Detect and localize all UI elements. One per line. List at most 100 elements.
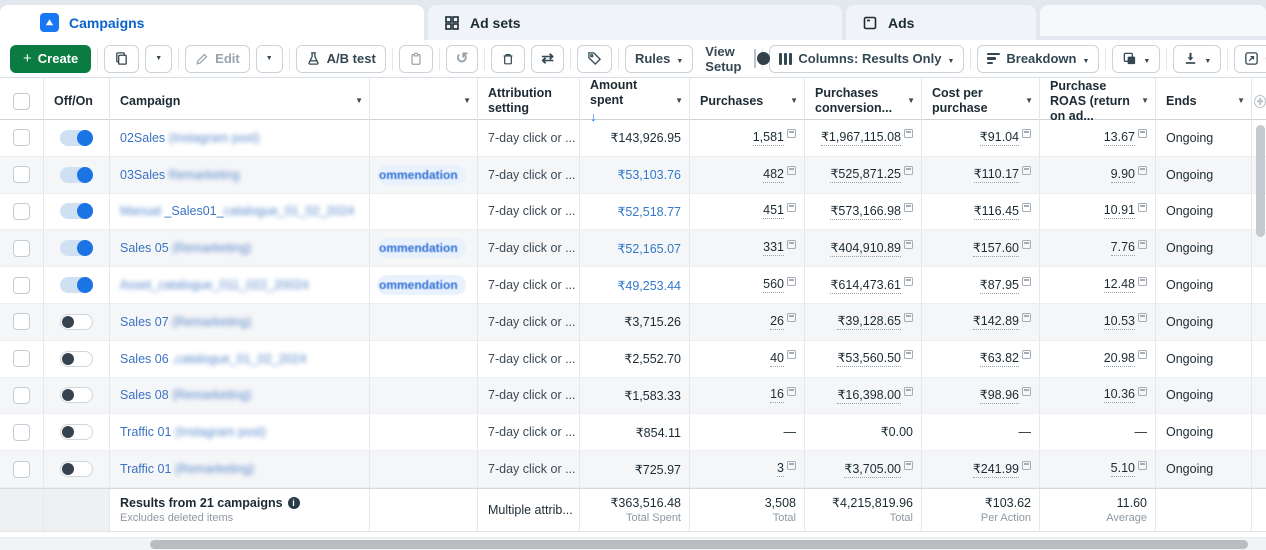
divider (970, 48, 971, 70)
tab-ads[interactable]: Ads (846, 5, 1036, 40)
rules-button[interactable]: Rules (625, 45, 693, 73)
table-row[interactable]: Sales 08 (Remarketing) 7-day click or ..… (0, 378, 1266, 415)
row-checkbox[interactable] (13, 166, 30, 183)
recommendation-link[interactable]: ommendation (377, 238, 466, 258)
chevron-down-icon (676, 51, 683, 66)
recommendation-link[interactable]: ommendation (377, 165, 466, 185)
swap-arrows-icon: ⇄ (541, 51, 554, 66)
attribution-window-icon (787, 387, 796, 396)
export-button[interactable] (1173, 45, 1221, 73)
create-button[interactable]: + Create (10, 45, 91, 73)
table-row[interactable]: 03Sales Remarketing ommendation 7-day cl… (0, 157, 1266, 194)
attribution-window-icon (1022, 203, 1031, 212)
table-header-row: Off/On Campaign▼ ▼ Attribution setting A… (0, 78, 1266, 120)
clipboard-button[interactable] (399, 45, 433, 73)
header-ends[interactable]: Ends▼ (1156, 78, 1252, 125)
campaign-toggle[interactable] (60, 314, 93, 330)
table-body: 02Sales (Instagram post) 7-day click or … (0, 120, 1266, 488)
columns-button[interactable]: Columns: Results Only (769, 45, 964, 73)
attribution-window-icon (1138, 203, 1147, 212)
campaign-toggle[interactable] (60, 203, 93, 219)
view-setup-label: View Setup (705, 44, 741, 74)
breakdown-button[interactable]: Breakdown (977, 45, 1099, 73)
tag-button[interactable] (577, 45, 612, 73)
campaign-toggle[interactable] (60, 461, 93, 477)
table-row[interactable]: Manual _Sales01_catalogue_01_02_2024 7-d… (0, 194, 1266, 231)
row-checkbox[interactable] (13, 461, 30, 478)
divider (570, 48, 571, 70)
campaign-link[interactable]: Sales 08 (Remarketing) (120, 388, 251, 402)
row-checkbox[interactable] (13, 240, 30, 257)
campaign-link[interactable]: Sales 07 (Remarketing) (120, 315, 251, 329)
campaign-toggle[interactable] (60, 130, 93, 146)
row-checkbox[interactable] (13, 350, 30, 367)
edit-button[interactable]: Edit (185, 45, 250, 73)
campaign-link[interactable]: Traffic 01 (Instagram post) (120, 425, 266, 439)
table-row[interactable]: Sales 05 (Remarketing) ommendation 7-day… (0, 230, 1266, 267)
campaign-link[interactable]: Sales 06 ,catalogue_01_02_2024 (120, 352, 306, 366)
header-amount-spent[interactable]: Amount spent↓ ▼ (580, 78, 690, 125)
attribution-window-icon (904, 203, 913, 212)
table-row[interactable]: 02Sales (Instagram post) 7-day click or … (0, 120, 1266, 157)
row-checkbox[interactable] (13, 424, 30, 441)
campaign-toggle[interactable] (60, 167, 93, 183)
campaign-link[interactable]: 03Sales Remarketing (120, 168, 240, 182)
charts-button[interactable]: Charts (1234, 45, 1266, 73)
row-checkbox[interactable] (13, 313, 30, 330)
tab-ad-sets[interactable]: Ad sets (428, 5, 842, 40)
campaign-link[interactable]: Asset_catalogue_011_022_20024 (120, 278, 309, 292)
divider (1227, 48, 1228, 70)
campaign-toggle[interactable] (60, 240, 93, 256)
campaign-toggle[interactable] (60, 424, 93, 440)
table-row[interactable]: Traffic 01 (Remarketing) 7-day click or … (0, 451, 1266, 488)
attribution-window-icon (787, 129, 796, 138)
header-purchases-conversion[interactable]: Purchases conversion...▼ (805, 78, 922, 125)
campaign-link[interactable]: Manual _Sales01_catalogue_01_02_2024 (120, 204, 354, 218)
header-campaign[interactable]: Campaign▼ (110, 78, 370, 125)
sync-button[interactable]: ⇄ (531, 45, 564, 73)
add-column-button[interactable] (1252, 78, 1266, 125)
header-purchase-roas[interactable]: Purchase ROAS (return on ad...▼ (1040, 78, 1156, 125)
header-cost-per-purchase[interactable]: Cost per purchase▼ (922, 78, 1040, 125)
campaign-link[interactable]: 02Sales (Instagram post) (120, 131, 260, 145)
view-setup-toggle[interactable] (754, 49, 756, 68)
horizontal-scrollbar-thumb[interactable] (150, 540, 1248, 549)
attribution-window-icon (1022, 240, 1031, 249)
attribution-window-icon (787, 313, 796, 322)
attribution-window-icon (1022, 461, 1031, 470)
row-checkbox[interactable] (13, 277, 30, 294)
sort-caret-icon: ▼ (355, 97, 363, 107)
table-row[interactable]: Asset_catalogue_011_022_20024 ommendatio… (0, 267, 1266, 304)
edit-menu-button[interactable] (256, 45, 283, 73)
recommendation-link[interactable]: ommendation (377, 275, 466, 295)
reports-button[interactable] (1112, 45, 1160, 73)
undo-button[interactable]: ↺ (446, 45, 479, 73)
vertical-scrollbar-thumb[interactable] (1256, 125, 1265, 237)
duplicate-button[interactable] (104, 45, 139, 73)
undo-icon: ↺ (456, 51, 469, 66)
horizontal-scrollbar (0, 537, 1266, 550)
tab-campaigns[interactable]: Campaigns (0, 5, 424, 40)
header-purchases[interactable]: Purchases▼ (690, 78, 805, 125)
campaign-toggle[interactable] (60, 387, 93, 403)
select-all-checkbox[interactable] (13, 93, 30, 110)
table-row[interactable]: Sales 07 (Remarketing) 7-day click or ..… (0, 304, 1266, 341)
pencil-icon (195, 52, 209, 66)
attribution-window-icon (1138, 240, 1147, 249)
campaign-link[interactable]: Sales 05 (Remarketing) (120, 241, 251, 255)
ab-test-button[interactable]: A/B test (296, 45, 386, 73)
duplicate-menu-button[interactable] (145, 45, 172, 73)
campaign-toggle[interactable] (60, 277, 93, 293)
results-count: Results from 21 campaigns (120, 496, 283, 510)
info-icon[interactable] (288, 497, 300, 509)
table-row[interactable]: Traffic 01 (Instagram post) 7-day click … (0, 414, 1266, 451)
row-checkbox[interactable] (13, 203, 30, 220)
table-row[interactable]: Sales 06 ,catalogue_01_02_2024 7-day cli… (0, 341, 1266, 378)
campaign-toggle[interactable] (60, 351, 93, 367)
row-checkbox[interactable] (13, 129, 30, 146)
campaign-link[interactable]: Traffic 01 (Remarketing) (120, 462, 254, 476)
attribution-window-icon (1138, 350, 1147, 359)
row-checkbox[interactable] (13, 387, 30, 404)
delete-button[interactable] (491, 45, 525, 73)
header-recommendations[interactable]: ▼ (370, 78, 478, 125)
